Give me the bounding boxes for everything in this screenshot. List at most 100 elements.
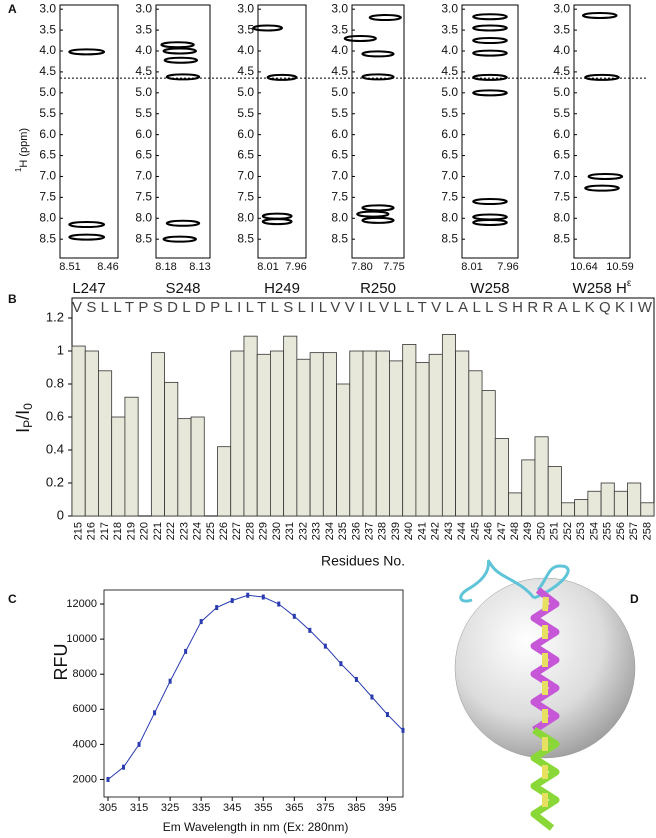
y-tick-label: 8000 [73, 668, 97, 680]
x-tick-label: 231 [284, 522, 296, 540]
point [215, 605, 219, 611]
sequence: VSLLTPSDLDPLILTLSLILVVILVLLTVLALLSHRRALK… [72, 299, 653, 316]
x-tick-label: 232 [297, 522, 309, 540]
y-tick-label: 6.0 [39, 127, 56, 141]
bar [98, 370, 113, 517]
helix-back [542, 596, 549, 723]
bar [402, 343, 417, 517]
y-tick-label: 8.0 [39, 210, 56, 224]
x-tick-label: 218 [112, 522, 124, 540]
strip-title: W258 Hε [573, 278, 632, 297]
x-tick-label: 247 [496, 522, 508, 540]
y-tick-label: 2000 [73, 773, 97, 785]
peak [68, 221, 106, 229]
point [370, 694, 374, 700]
plot-frame [155, 4, 211, 259]
x-tick-label: 216 [86, 522, 98, 540]
point [308, 627, 312, 633]
peak [361, 204, 395, 212]
y-tick-label: 7.5 [441, 190, 458, 204]
x-tick-label: 220 [139, 522, 151, 540]
y-tick-label: 8.0 [237, 210, 254, 224]
x-tick-label: 226 [218, 522, 230, 540]
bar [124, 396, 139, 517]
bar [336, 383, 351, 517]
bar [627, 482, 642, 517]
plot-frame [573, 4, 631, 259]
plot-frame [103, 589, 404, 798]
y-tick-label: 6.5 [237, 148, 254, 162]
y-tick-label: 1.2 [46, 309, 64, 324]
y-tick-label: 3.0 [553, 1, 570, 15]
y-tick-label: 1 [57, 342, 64, 357]
peak [472, 49, 508, 57]
y-tick-label: 6.5 [331, 148, 348, 162]
plot-frame [59, 4, 119, 259]
bar [71, 345, 86, 517]
y-tick-label: 3.0 [135, 1, 152, 15]
y-tick-label: 10000 [66, 633, 97, 645]
x-tick-label: 215 [73, 522, 85, 540]
loop [459, 559, 570, 603]
x-axis-title: Residues No. [321, 553, 405, 569]
y-tick-label: 4.5 [553, 64, 570, 78]
bar [428, 353, 443, 517]
x-tick-label: 395 [378, 802, 396, 814]
y-tick-label: 7.5 [237, 190, 254, 204]
y-tick-label: 3.5 [553, 22, 570, 36]
y-tick-label: 6.5 [39, 148, 56, 162]
x-tick-label: 10.59 [606, 261, 634, 273]
panel-label: D [630, 592, 639, 606]
point [122, 764, 126, 770]
point [292, 613, 296, 619]
y-tick-label: 6.0 [331, 127, 348, 141]
peak [266, 73, 298, 81]
x-tick-label: 253 [575, 522, 587, 540]
y-tick-label: 4.0 [237, 43, 254, 57]
bar [270, 350, 285, 517]
x-tick-label: 230 [271, 522, 283, 540]
peak [162, 47, 197, 55]
peak [165, 219, 201, 227]
y-tick-label: 3.0 [39, 1, 56, 15]
y-tick-label: 5.5 [237, 106, 254, 120]
x-tick-label: 225 [205, 522, 217, 540]
peak [361, 50, 395, 58]
y-tick-label: 3.5 [39, 22, 56, 36]
peak [584, 184, 620, 192]
y-tick-label: 8.0 [135, 210, 152, 224]
y-tick-label: 8.0 [331, 210, 348, 224]
y-tick-label: 3.5 [441, 22, 458, 36]
point [401, 727, 405, 733]
y-tick-label: 7.0 [441, 169, 458, 183]
bar [521, 459, 536, 517]
x-tick-label: 248 [509, 522, 521, 540]
y-tick-label: 7.0 [553, 169, 570, 183]
bar [150, 352, 165, 517]
peak [581, 11, 618, 19]
y-tick-label: 5.0 [441, 85, 458, 99]
peak [587, 172, 624, 180]
x-tick-label: 258 [641, 522, 653, 540]
y-tick-label: 7.0 [331, 169, 348, 183]
point [199, 619, 203, 625]
x-tick-label: 8.46 [97, 261, 118, 273]
y-tick-label: 7.0 [135, 169, 152, 183]
label-subscript: 0 [21, 403, 35, 410]
y-tick-label: 4.5 [135, 64, 152, 78]
x-tick-label: 10.64 [570, 261, 598, 273]
panel-label: B [8, 292, 17, 306]
y-tick-label: 6000 [73, 703, 97, 715]
y-tick-label: 5.0 [331, 85, 348, 99]
y-tick-label: 5.5 [553, 106, 570, 120]
y-tick-label: 8.5 [39, 231, 56, 245]
peak [472, 37, 508, 45]
y-tick-label: 4.5 [39, 64, 56, 78]
y-tick-label: 4.0 [441, 43, 458, 57]
x-tick-label: 305 [99, 802, 117, 814]
peak [68, 48, 106, 56]
plot-frame [351, 4, 405, 259]
y-axis-title: 1H (ppm) [14, 128, 30, 172]
bar [441, 334, 456, 517]
y-tick-label: 5.0 [135, 85, 152, 99]
